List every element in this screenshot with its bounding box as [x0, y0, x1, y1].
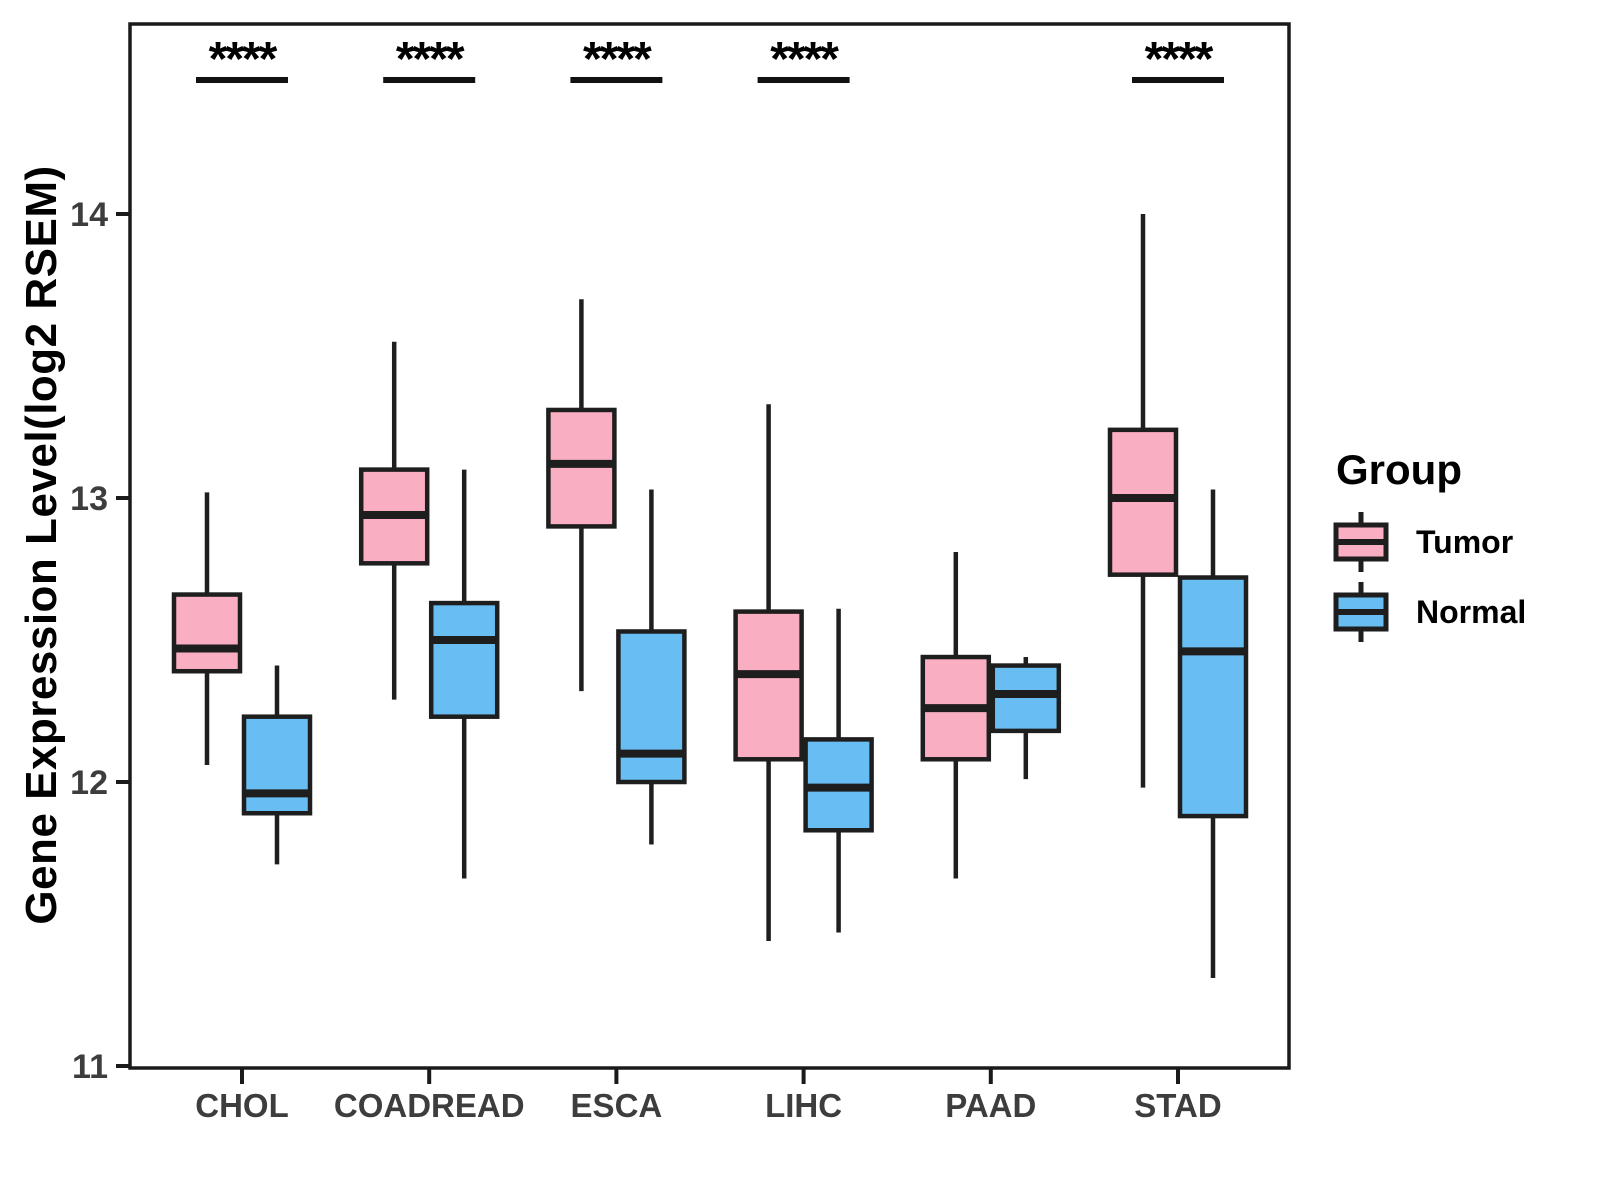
significance-bar-COADREAD — [383, 77, 476, 83]
significance-bar-LIHC — [757, 77, 850, 83]
box-STAD-tumor-iqr — [1107, 427, 1179, 577]
legend-title: Group — [1336, 446, 1462, 493]
y-tick-label-14: 14 — [70, 196, 108, 234]
box-CHOL-normal-iqr — [241, 714, 313, 816]
legend-item-normal: Normal — [1332, 580, 1526, 644]
significance-bar-STAD — [1132, 77, 1224, 83]
y-axis-title: Gene Expression Level(log2 RSEM) — [17, 165, 66, 925]
x-category-label-ESCA: ESCA — [571, 1087, 663, 1124]
box-LIHC-tumor-iqr — [733, 609, 804, 762]
y-tick-label-13: 13 — [70, 480, 108, 518]
y-tick-label-11: 11 — [72, 1048, 108, 1086]
legend: Group Tumor Normal — [1332, 446, 1526, 650]
legend-item-tumor: Tumor — [1332, 510, 1526, 574]
x-category-label-LIHC: LIHC — [765, 1087, 842, 1124]
tumor-boxplot-key-icon — [1333, 512, 1389, 572]
significance-bar-CHOL — [196, 77, 288, 83]
box-CHOL-tumor-iqr — [171, 592, 243, 674]
x-category-label-STAD: STAD — [1134, 1087, 1221, 1124]
normal-boxplot-key-icon — [1333, 582, 1389, 642]
box-STAD-normal-iqr — [1177, 575, 1249, 819]
significance-bar-ESCA — [570, 77, 663, 83]
x-category-label-COADREAD: COADREAD — [334, 1087, 525, 1124]
legend-label-normal: Normal — [1416, 593, 1527, 630]
box-ESCA-tumor-iqr — [546, 407, 617, 529]
box-ESCA-normal-iqr — [616, 629, 687, 785]
box-PAAD-normal-iqr — [990, 663, 1062, 734]
y-tick-label-12: 12 — [70, 764, 108, 802]
plot-panel-border — [128, 22, 1291, 1070]
legend-label-tumor: Tumor — [1416, 523, 1514, 560]
x-category-label-CHOL: CHOL — [195, 1087, 289, 1124]
x-category-label-PAAD: PAAD — [945, 1087, 1036, 1124]
box-COADREAD-normal-iqr — [428, 600, 500, 719]
